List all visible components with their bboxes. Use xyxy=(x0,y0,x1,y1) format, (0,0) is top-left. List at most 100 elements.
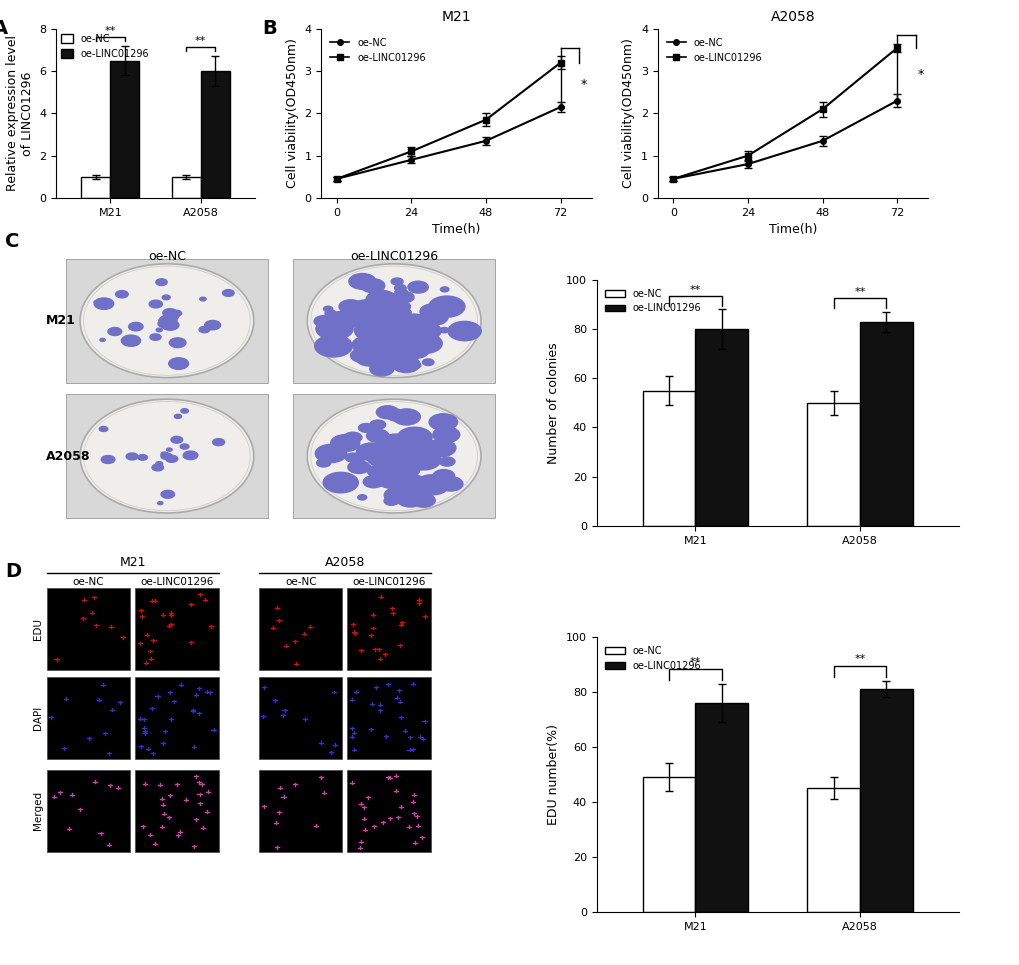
Bar xyxy=(347,677,430,758)
Circle shape xyxy=(390,453,421,471)
Circle shape xyxy=(351,348,374,363)
Circle shape xyxy=(429,414,458,430)
Circle shape xyxy=(384,497,398,506)
Circle shape xyxy=(384,317,412,333)
Text: B: B xyxy=(262,19,276,38)
Text: oe-LINC01296: oe-LINC01296 xyxy=(141,577,214,587)
Title: A2058: A2058 xyxy=(770,10,814,23)
Circle shape xyxy=(347,460,370,474)
Circle shape xyxy=(422,448,433,454)
Circle shape xyxy=(387,448,412,462)
Circle shape xyxy=(373,311,410,333)
Circle shape xyxy=(407,314,422,323)
Circle shape xyxy=(184,454,193,458)
Circle shape xyxy=(370,362,393,376)
Circle shape xyxy=(171,311,181,317)
Circle shape xyxy=(438,477,463,491)
Circle shape xyxy=(407,342,423,351)
Bar xyxy=(201,71,229,198)
Circle shape xyxy=(385,450,395,455)
Text: C: C xyxy=(5,233,19,252)
Y-axis label: Cell viability(OD450nm): Cell viability(OD450nm) xyxy=(285,39,299,188)
Circle shape xyxy=(375,443,384,449)
Circle shape xyxy=(382,318,400,329)
Circle shape xyxy=(383,347,405,361)
Bar xyxy=(259,588,342,670)
Circle shape xyxy=(164,312,178,320)
Circle shape xyxy=(382,318,400,329)
Circle shape xyxy=(366,429,388,442)
Ellipse shape xyxy=(81,400,254,513)
Circle shape xyxy=(382,314,409,329)
Circle shape xyxy=(426,483,439,491)
Bar xyxy=(807,788,859,912)
Text: *: * xyxy=(916,68,922,81)
Circle shape xyxy=(395,302,411,311)
Text: **: ** xyxy=(854,654,865,665)
Circle shape xyxy=(369,338,398,354)
Circle shape xyxy=(447,321,481,341)
Circle shape xyxy=(199,326,210,333)
Circle shape xyxy=(383,452,405,464)
Circle shape xyxy=(158,319,172,328)
Circle shape xyxy=(407,437,420,445)
Circle shape xyxy=(315,444,346,462)
Text: M21: M21 xyxy=(46,315,75,327)
Circle shape xyxy=(205,320,220,330)
Bar xyxy=(859,321,912,526)
Circle shape xyxy=(406,467,416,473)
Circle shape xyxy=(384,460,396,468)
Text: **: ** xyxy=(689,285,700,294)
Circle shape xyxy=(169,338,185,347)
Text: **: ** xyxy=(854,287,865,297)
Circle shape xyxy=(375,302,409,322)
Circle shape xyxy=(361,279,384,292)
Bar xyxy=(347,588,430,670)
Circle shape xyxy=(330,434,360,452)
Ellipse shape xyxy=(307,263,481,377)
Circle shape xyxy=(435,443,449,451)
FancyBboxPatch shape xyxy=(292,259,494,382)
Circle shape xyxy=(389,443,397,448)
Circle shape xyxy=(338,300,362,314)
Circle shape xyxy=(126,453,138,460)
Circle shape xyxy=(397,324,420,337)
Bar xyxy=(642,391,695,526)
Circle shape xyxy=(163,309,177,317)
Text: oe-NC: oe-NC xyxy=(148,250,185,263)
Circle shape xyxy=(370,310,393,323)
Circle shape xyxy=(99,427,108,431)
Circle shape xyxy=(415,475,449,495)
Circle shape xyxy=(394,328,429,348)
Circle shape xyxy=(108,327,121,336)
Circle shape xyxy=(356,350,382,366)
Circle shape xyxy=(394,285,406,291)
Circle shape xyxy=(432,470,454,482)
Circle shape xyxy=(367,448,400,467)
Circle shape xyxy=(408,334,442,353)
Circle shape xyxy=(391,446,410,455)
Circle shape xyxy=(382,311,412,328)
Legend: oe-NC, oe-LINC01296: oe-NC, oe-LINC01296 xyxy=(601,285,704,317)
Circle shape xyxy=(121,335,141,346)
Bar xyxy=(136,588,218,670)
Circle shape xyxy=(419,309,447,325)
Text: **: ** xyxy=(195,37,206,46)
Circle shape xyxy=(397,468,410,476)
Circle shape xyxy=(314,316,333,327)
Circle shape xyxy=(361,465,372,472)
Circle shape xyxy=(392,307,411,317)
Circle shape xyxy=(428,296,465,317)
Circle shape xyxy=(348,273,376,290)
Circle shape xyxy=(344,454,360,462)
Circle shape xyxy=(180,409,189,413)
Circle shape xyxy=(370,420,385,429)
Bar xyxy=(47,770,130,852)
Circle shape xyxy=(391,356,420,372)
Circle shape xyxy=(436,296,457,309)
Circle shape xyxy=(432,427,460,443)
Circle shape xyxy=(183,451,198,459)
Circle shape xyxy=(373,449,405,467)
Circle shape xyxy=(403,360,412,365)
Circle shape xyxy=(338,318,354,328)
